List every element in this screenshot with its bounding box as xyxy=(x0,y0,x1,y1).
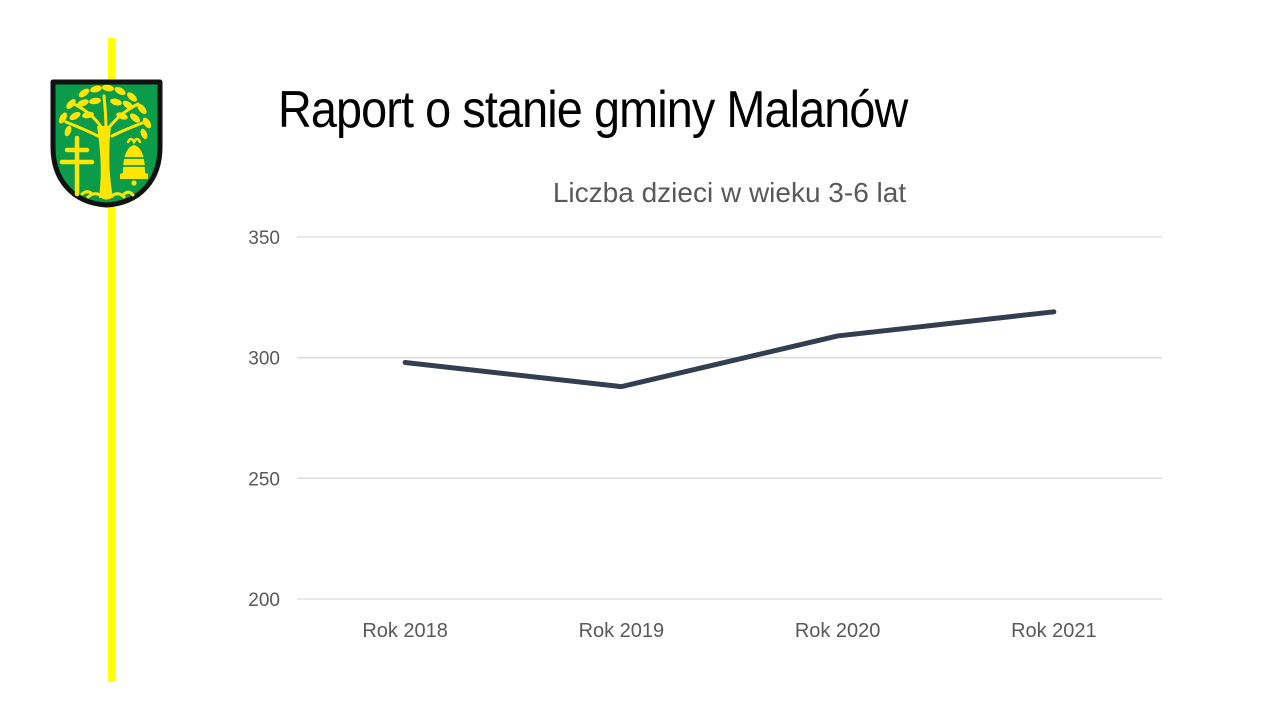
crest-oak-tree xyxy=(58,84,152,200)
crest-cross xyxy=(59,135,95,197)
y-tick-label: 200 xyxy=(248,590,280,611)
coat-of-arms xyxy=(46,76,167,210)
malanow-crest-icon xyxy=(50,79,163,208)
accent-line xyxy=(108,38,115,682)
y-tick-label: 350 xyxy=(248,228,280,249)
crest-bell xyxy=(120,137,148,186)
children-count-line-chart: 200 250 300 350 Rok 2018 Rok 2019 Rok 2020 Rok … xyxy=(248,228,1162,642)
y-tick-label: 300 xyxy=(248,349,280,370)
x-tick-label: Rok 2019 xyxy=(579,620,665,642)
chart-title: Liczba dzieci w wieku 3-6 lat xyxy=(552,177,907,208)
x-tick-label: Rok 2021 xyxy=(1011,620,1097,642)
y-tick-label: 250 xyxy=(248,469,280,490)
slide-title: Raport o stanie gminy Malanów xyxy=(278,81,908,139)
data-line xyxy=(402,309,1057,390)
x-tick-label: Rok 2018 xyxy=(362,620,448,642)
x-tick-label: Rok 2020 xyxy=(795,620,881,642)
